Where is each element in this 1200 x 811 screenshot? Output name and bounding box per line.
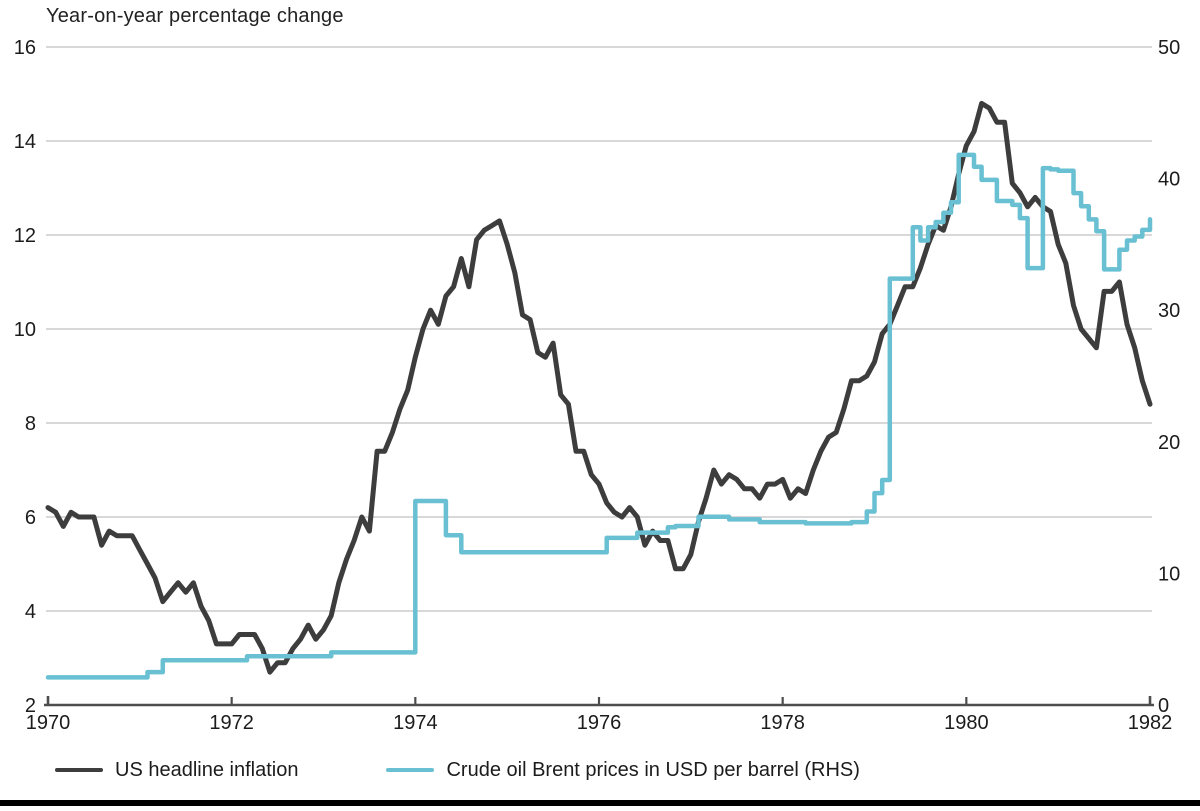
y-left-tick-label: 6 [25,507,36,529]
x-axis-tick-label: 1982 [1128,712,1173,734]
y-right-tick-label: 10 [1158,563,1180,585]
y-left-tick-label: 4 [25,601,36,623]
x-axis-tick-label: 1976 [577,712,622,734]
inflation-line-swatch-icon [55,768,103,772]
y-right-tick-label: 30 [1158,300,1180,322]
y-right-tick-label: 20 [1158,432,1180,454]
legend-item-oil: Crude oil Brent prices in USD per barrel… [386,758,860,782]
y-right-tick-label: 40 [1158,169,1180,191]
y-right-tick-label: 50 [1158,37,1180,59]
y-left-tick-label: 14 [14,131,36,153]
x-axis-tick-label: 1978 [760,712,805,734]
y-left-tick-label: 12 [14,225,36,247]
legend: US headline inflation Crude oil Brent pr… [55,753,1155,787]
oil-line-swatch-icon [386,768,435,772]
legend-label-oil: Crude oil Brent prices in USD per barrel… [446,758,860,781]
gridlines [46,46,1152,612]
bottom-divider-rule [0,800,1200,806]
x-axis-tick-label: 1974 [393,712,438,734]
chart-title: Year-on-year percentage change [46,5,344,27]
data-series [45,100,1153,680]
y-left-tick-label: 8 [25,413,36,435]
legend-label-inflation: US headline inflation [115,758,299,781]
axes [44,696,1154,707]
y-left-tick-label: 2 [25,695,36,717]
y-right-tick-label: 0 [1158,695,1169,717]
axis-labels: 2 4 6 8 10 12 14 16 0 10 20 30 40 50 1970 1972 1974 1976 1… [14,37,1181,734]
x-axis-tick-label: 1970 [26,712,71,734]
y-left-tick-label: 10 [14,319,36,341]
legend-item-inflation: US headline inflation [55,759,298,782]
x-axis-tick-label: 1972 [209,712,254,734]
x-axis-tick-label: 1980 [944,712,989,734]
chart-canvas: 2 4 6 8 10 12 14 16 0 10 20 30 40 50 1970 1972 1974 1976 1… [14,37,1181,734]
oil-price-line [45,152,1153,680]
inflation-line [45,100,1153,675]
y-left-tick-label: 16 [14,37,36,59]
